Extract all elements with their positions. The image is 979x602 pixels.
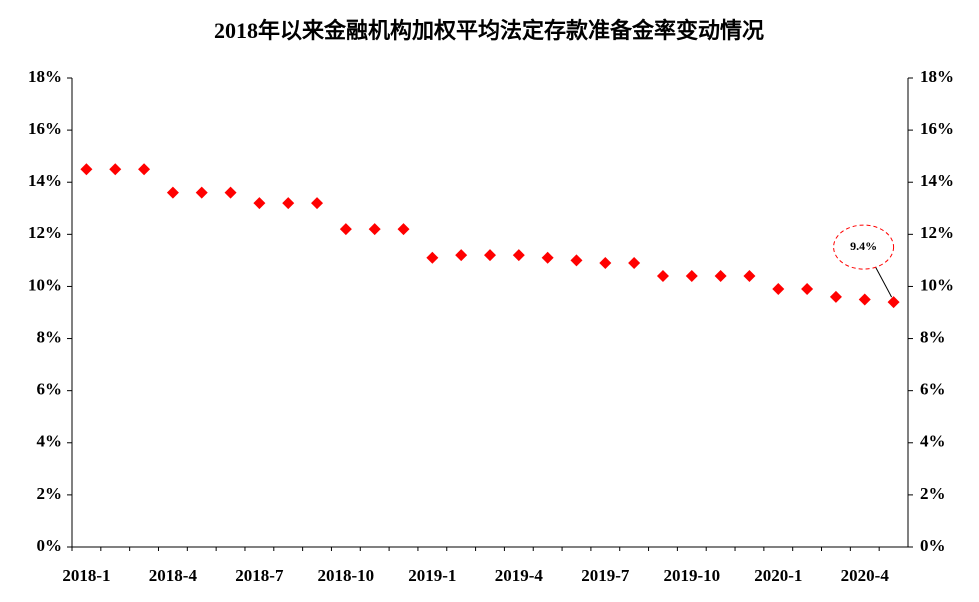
- annotation: 9.4%: [850, 239, 877, 253]
- marker: [484, 249, 496, 262]
- x-tick-label: 2019-1: [408, 566, 456, 585]
- y2-tick-label: 2%: [920, 484, 946, 503]
- y2-tick-label: 18%: [920, 67, 954, 86]
- x-tick-label: 2020-4: [841, 566, 890, 585]
- marker: [195, 186, 208, 199]
- chart-title: 2018年以来金融机构加权平均法定存款准备金率变动情况: [214, 18, 764, 43]
- marker: [368, 223, 381, 236]
- marker: [743, 270, 756, 283]
- annotation-circle: [833, 224, 895, 270]
- marker: [138, 163, 151, 176]
- marker: [282, 197, 295, 210]
- marker: [253, 197, 266, 210]
- marker: [109, 163, 122, 176]
- marker: [512, 249, 525, 262]
- marker: [339, 223, 352, 236]
- y2-tick-label: 6%: [920, 380, 946, 399]
- y-tick-label: 14%: [28, 171, 62, 190]
- x-tick-label: 2019-10: [663, 566, 720, 585]
- marker: [887, 296, 900, 309]
- marker: [801, 283, 814, 296]
- y-tick-label: 18%: [28, 67, 62, 86]
- marker: [397, 223, 410, 236]
- marker: [166, 186, 179, 199]
- y2-tick-label: 8%: [920, 327, 946, 346]
- y2-tick-label: 14%: [920, 171, 954, 190]
- marker: [311, 197, 324, 210]
- y-tick-label: 12%: [28, 223, 62, 242]
- marker: [224, 186, 237, 199]
- marker: [656, 270, 669, 283]
- marker: [541, 251, 554, 264]
- annotation-leader: [875, 266, 893, 298]
- marker: [685, 270, 698, 283]
- marker: [80, 163, 93, 176]
- x-tick-label: 2018-1: [62, 566, 110, 585]
- y2-tick-label: 4%: [920, 432, 946, 451]
- marker: [570, 254, 583, 267]
- y2-tick-label: 0%: [920, 536, 946, 555]
- x-tick-label: 2018-7: [235, 566, 284, 585]
- y2-tick-label: 16%: [920, 119, 954, 138]
- x-tick-label: 2020-1: [754, 566, 802, 585]
- marker: [858, 293, 871, 306]
- x-tick-label: 2019-7: [581, 566, 630, 585]
- y2-tick-label: 10%: [920, 275, 954, 294]
- marker: [829, 290, 842, 303]
- x-tick-label: 2018-4: [149, 566, 198, 585]
- y-tick-label: 16%: [28, 119, 62, 138]
- marker: [772, 283, 785, 296]
- x-tick-label: 2019-4: [495, 566, 544, 585]
- y-tick-label: 6%: [37, 380, 63, 399]
- y-tick-label: 4%: [37, 432, 63, 451]
- y-tick-label: 10%: [28, 275, 62, 294]
- marker: [714, 270, 727, 283]
- y-tick-label: 0%: [37, 536, 63, 555]
- marker: [599, 256, 612, 269]
- y-tick-label: 8%: [37, 327, 63, 346]
- marker: [455, 249, 468, 262]
- x-tick-label: 2018-10: [318, 566, 375, 585]
- y-tick-label: 2%: [37, 484, 63, 503]
- y2-tick-label: 12%: [920, 223, 954, 242]
- marker: [628, 256, 641, 269]
- marker: [426, 251, 439, 264]
